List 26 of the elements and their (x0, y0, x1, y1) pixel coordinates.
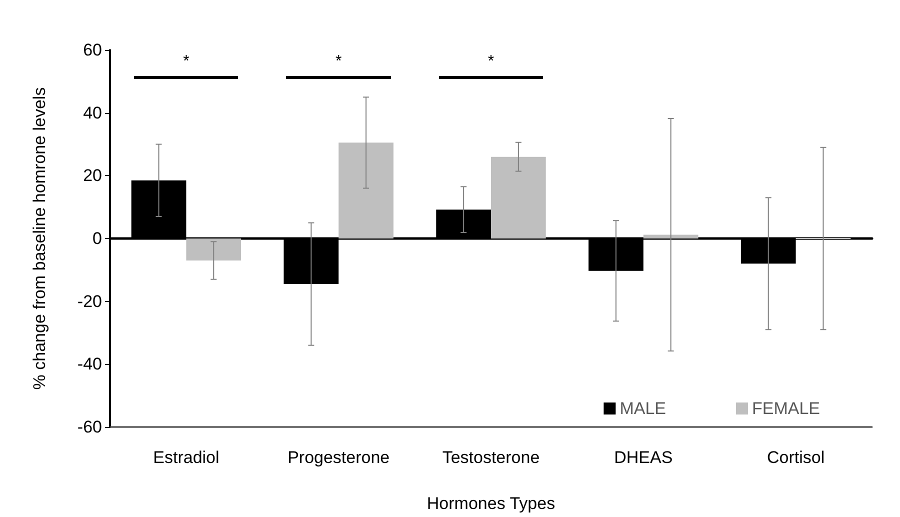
y-tick-label: -40 (77, 354, 102, 374)
x-tick-label: Cortisol (766, 448, 825, 467)
x-axis-title: Hormones Types (426, 494, 556, 513)
significance-bracket: * (134, 55, 238, 79)
significance-bracket: * (438, 55, 544, 79)
x-tick-label: Testosterone (442, 448, 540, 467)
annotation: * (182, 53, 190, 70)
bar (338, 142, 394, 238)
y-tick-label: 0 (92, 229, 102, 248)
x-tick-label: DHEAS (614, 448, 673, 467)
y-tick-label: 40 (83, 103, 102, 122)
legend-label: MALE (620, 399, 666, 418)
annotation: * (486, 53, 496, 70)
x-tick-label: Estradiol (153, 448, 220, 467)
x-tick-label: Progesterone (288, 448, 390, 467)
y-tick-label: 60 (83, 40, 102, 60)
bar (186, 238, 242, 260)
y-axis-title: % change from baseline homrone levels (30, 87, 49, 390)
y-tick-label: -60 (77, 418, 102, 436)
significance-bracket: * (286, 55, 391, 79)
bar (643, 234, 698, 238)
bar (491, 156, 546, 238)
annotation: * (334, 53, 343, 70)
y-tick-label: 20 (83, 166, 102, 186)
y-tick-label: -20 (77, 292, 102, 311)
legend-label: FEMALE (752, 399, 820, 418)
